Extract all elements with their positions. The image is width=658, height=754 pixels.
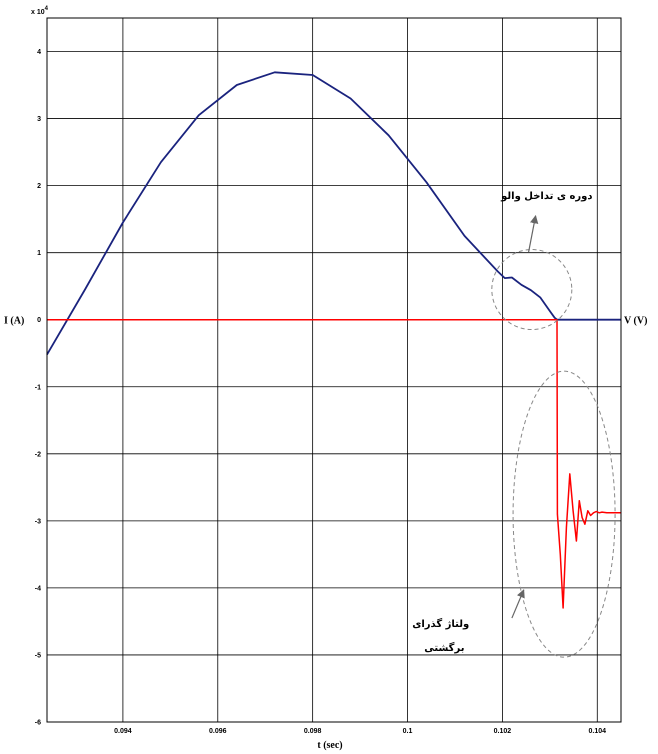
- annotations: دوره ی تداخل والو ولتاژ گذرای برگشتی: [412, 191, 615, 657]
- y-tick-label: -2: [35, 451, 41, 458]
- y-tick-label: -4: [35, 585, 41, 592]
- x-tick-label: 0.104: [589, 728, 607, 735]
- x-tick-label: 0.094: [114, 728, 132, 735]
- series-group: [47, 72, 621, 608]
- x-tick-label: 0.098: [304, 728, 322, 735]
- y-tick-label: -5: [35, 652, 41, 659]
- transient-ellipse: [513, 371, 615, 657]
- x-tick-label: 0.096: [209, 728, 227, 735]
- overlap-ellipse: [492, 250, 572, 330]
- y-tick-label: 4: [37, 49, 41, 56]
- x-tick-label: 0.102: [494, 728, 512, 735]
- y-axis-label-right: V (V): [624, 316, 647, 327]
- transient-annotation-line-2: برگشتی: [424, 641, 464, 654]
- x-axis-label: t (sec): [317, 740, 342, 751]
- y-tick-label: -6: [35, 720, 41, 727]
- y-tick-label: 2: [37, 183, 41, 190]
- plot-frame: [47, 18, 621, 722]
- x-tick-label: 0.1: [403, 728, 413, 735]
- y-exponent-label: x 104: [31, 6, 49, 16]
- transient-arrow: [512, 590, 524, 618]
- voltage-series-line: [47, 320, 621, 608]
- grid: [47, 18, 621, 722]
- y-axis-label-left: I (A): [4, 316, 24, 327]
- overlap-arrow: [528, 216, 535, 253]
- y-tick-label: -3: [35, 518, 41, 525]
- exponent-power: 4: [45, 6, 49, 12]
- current-series-line: [47, 72, 621, 354]
- overlap-annotation: دوره ی تداخل والو: [500, 191, 592, 202]
- y-tick-label: -1: [35, 384, 41, 391]
- transient-annotation-line-1: ولتاژ گذرای: [412, 617, 469, 630]
- tick-labels: 4 3 2 1 0 -1 -2 -3 -4 -5 -6 0.094 0.096 0.098 0.1 0.102…: [35, 49, 606, 735]
- y-tick-label: 3: [37, 116, 41, 123]
- y-tick-label: 0: [37, 317, 41, 324]
- y-tick-label: 1: [37, 250, 41, 257]
- exponent-base: x 10: [31, 9, 45, 16]
